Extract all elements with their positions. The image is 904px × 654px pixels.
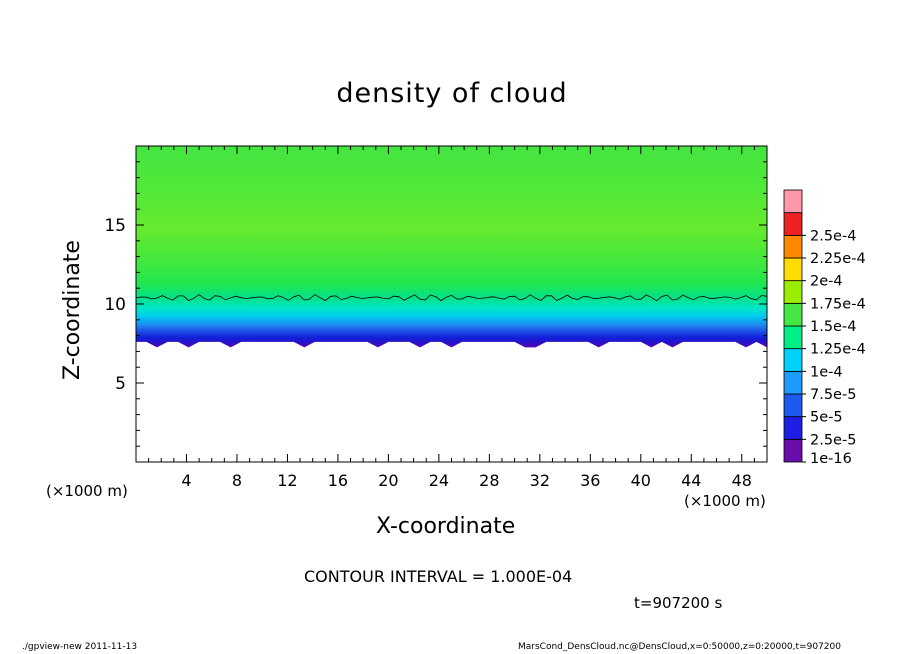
colorbar-label: 1e-16 xyxy=(810,451,852,467)
contour-interval-text: CONTOUR INTERVAL = 1.000E-04 xyxy=(304,567,573,586)
x-tick-label: 20 xyxy=(378,471,398,490)
chart-title: density of cloud xyxy=(336,78,568,109)
x-axis-label: X-coordinate xyxy=(376,514,516,539)
colorbar-swatch xyxy=(783,438,803,463)
colorbar-swatch xyxy=(783,234,803,259)
colorbar-label: 2.5e-4 xyxy=(810,228,856,244)
colorbar-label: 2e-4 xyxy=(810,274,843,290)
colorbar-swatch xyxy=(783,325,803,350)
colorbar-label: 1.75e-4 xyxy=(810,296,866,312)
x-tick-label: 48 xyxy=(732,471,752,490)
footer-right: MarsCond_DensCloud.nc@DensCloud,x=0:5000… xyxy=(518,642,841,652)
colorbar-swatch xyxy=(783,189,803,214)
colorbar-swatch xyxy=(783,257,803,282)
x-unit-label-right: (×1000 m) xyxy=(684,492,766,510)
x-tick-label: 44 xyxy=(681,471,701,490)
colorbar-label: 5e-5 xyxy=(810,410,843,426)
colorbar-swatch xyxy=(783,416,803,440)
x-tick-label: 32 xyxy=(530,471,550,490)
x-tick-label: 16 xyxy=(328,471,348,490)
colorbar-swatch xyxy=(783,348,803,372)
x-tick-label: 28 xyxy=(479,471,499,490)
colorbar-swatch xyxy=(783,212,803,236)
x-tick-label: 40 xyxy=(631,471,651,490)
colorbar-label: 2.5e-5 xyxy=(810,432,856,448)
time-label: t=907200 s xyxy=(634,594,723,612)
colorbar-swatch xyxy=(783,280,803,304)
contour-line xyxy=(135,294,768,302)
x-tick-label: 24 xyxy=(429,471,449,490)
colorbar-label: 7.5e-5 xyxy=(810,387,856,403)
colorbar-swatch xyxy=(783,302,803,327)
x-unit-label-left: (×1000 m) xyxy=(46,482,128,500)
colorbar-label: 1.5e-4 xyxy=(810,319,856,335)
colorbar-swatch xyxy=(783,393,803,418)
footer-left: ./gpview-new 2011-11-13 xyxy=(22,642,138,652)
y-tick-label: 5 xyxy=(115,374,126,394)
colorbar-swatch xyxy=(783,370,803,395)
x-tick-label: 4 xyxy=(181,471,191,490)
x-tick-label: 36 xyxy=(580,471,600,490)
colorbar-label: 1.25e-4 xyxy=(810,342,866,358)
colorbar-label: 2.25e-4 xyxy=(810,251,866,267)
y-axis-label: Z-coordinate xyxy=(60,240,85,380)
colorbar-label: 1e-4 xyxy=(810,364,843,380)
density-field xyxy=(136,146,767,348)
y-tick-label: 15 xyxy=(104,216,126,236)
x-tick-label: 8 xyxy=(232,471,242,490)
y-tick-label: 10 xyxy=(104,295,126,315)
x-tick-label: 12 xyxy=(277,471,297,490)
